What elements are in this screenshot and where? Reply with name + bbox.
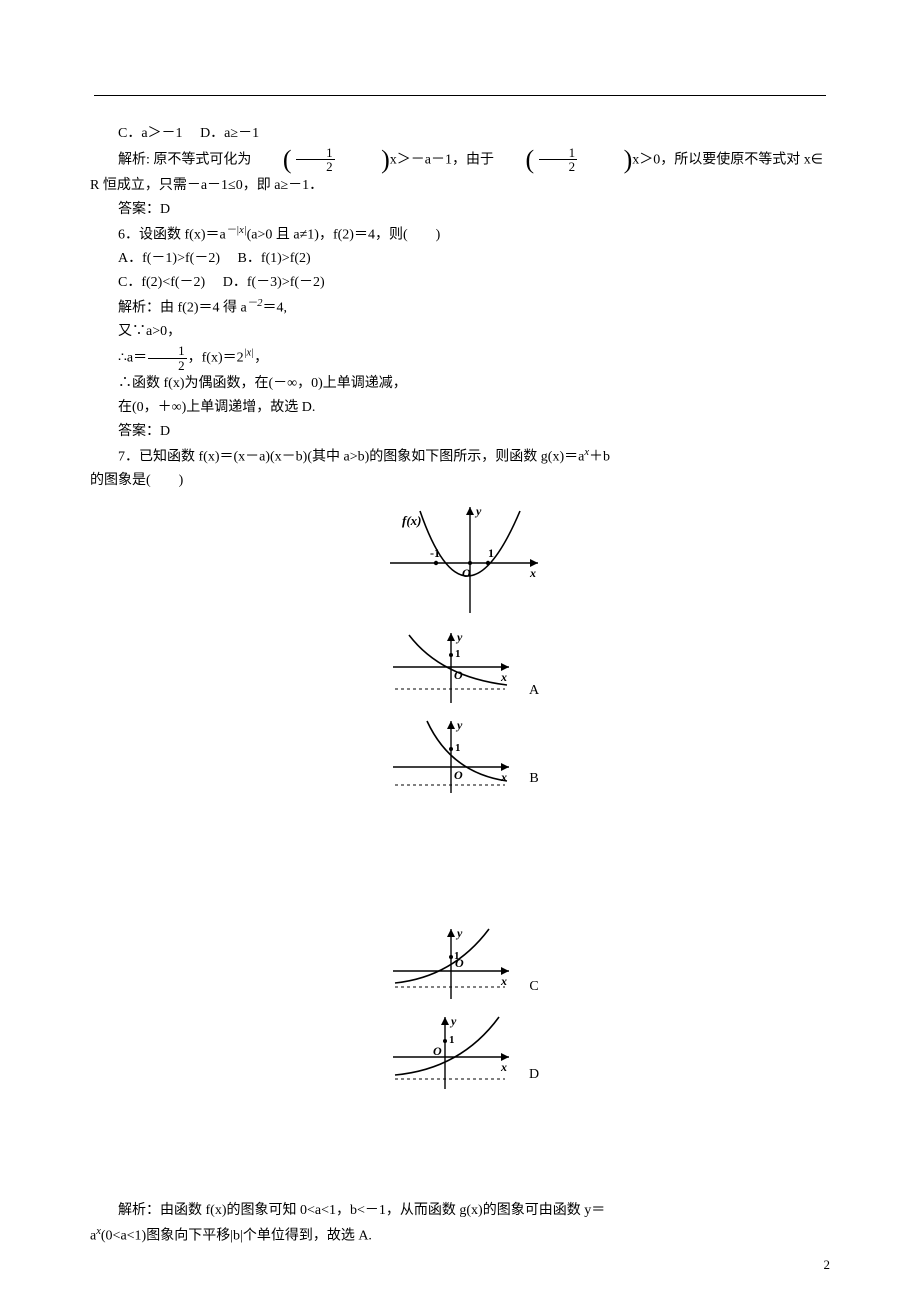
text: ，: [254, 350, 268, 365]
O-label: O: [462, 566, 471, 580]
text: 解析: 原不等式可化为: [118, 152, 251, 167]
svg-text:x: x: [500, 670, 507, 684]
svg-text:y: y: [455, 718, 463, 732]
neg1-label: -1: [430, 546, 440, 560]
lparen-icon: (: [255, 148, 292, 171]
fraction: 12: [539, 146, 578, 174]
exp: －2: [247, 298, 263, 309]
svg-text:1: 1: [455, 648, 461, 660]
spacer: [90, 1099, 830, 1199]
q6-sol1: 解析：由 f(2)＝4 得 a－2＝4,: [90, 295, 830, 320]
text: ＝4,: [262, 300, 287, 315]
exp: |x|: [244, 348, 254, 359]
q5-solution-line2: R 恒成立，只需－a－1≤0，即 a≥－1．: [90, 174, 830, 198]
y-label: y: [474, 504, 482, 518]
label-A: A: [529, 679, 539, 709]
svg-text:y: y: [455, 926, 463, 940]
text: ，f(x)＝2: [188, 350, 244, 365]
text: ∴a＝: [118, 350, 147, 365]
svg-text:O: O: [455, 956, 464, 970]
option-B-graph: 1 O y x: [381, 715, 521, 797]
q6-sol4: ∴函数 f(x)为偶函数，在(－∞，0)上单调递减，: [90, 372, 830, 396]
text: x＞0，所以要使原不等式对 x∈: [632, 152, 823, 167]
text: x＞－a－1，由于: [390, 152, 494, 167]
q5-solution-line1: 解析: 原不等式可化为 ( 12 )x＞－a－1，由于 ( 12 )x＞0，所以…: [90, 146, 830, 174]
q6-opt-c: C．f(2)<f(－2): [118, 275, 205, 290]
q7-sol-line1: 解析：由函数 f(x)的图象可知 0<a<1，b<－1，从而函数 g(x)的图象…: [90, 1199, 830, 1223]
parabola-graph: -1 1 O y x f(x): [370, 501, 550, 621]
q6-answer: 答案：D: [90, 420, 830, 444]
svg-text:O: O: [454, 668, 463, 682]
text: ＋b: [589, 449, 610, 464]
q5-options: C．a＞－1 D．a≥－1: [90, 122, 830, 146]
q6-sol2: 又∵a>0，: [90, 320, 830, 344]
page-number: 2: [824, 1254, 831, 1276]
svg-text:x: x: [500, 974, 507, 988]
figures-block: -1 1 O y x f(x) 1 O y x: [90, 501, 830, 1093]
option-C-graph: 1 O y x: [381, 923, 521, 1005]
svg-text:O: O: [454, 768, 463, 782]
svg-text:x: x: [500, 770, 507, 784]
exp: －|x|: [226, 225, 247, 236]
q7-stem-line2: 的图象是( ): [90, 469, 830, 493]
svg-text:x: x: [500, 1060, 507, 1074]
q6-opt-d: D．f(－3)>f(－2): [223, 275, 325, 290]
q6-opts-cd: C．f(2)<f(－2) D．f(－3)>f(－2): [90, 271, 830, 295]
rparen-icon: ): [353, 148, 390, 171]
lparen-icon: (: [497, 148, 534, 171]
fig-C: 1 O y x C: [90, 923, 830, 1005]
fx-label: f(x): [402, 513, 422, 528]
label-C: C: [529, 975, 538, 1005]
fraction: 12: [148, 344, 187, 372]
text: (0<a<1)图象向下平移|b|个单位得到，故选 A.: [101, 1228, 372, 1243]
text: (a>0 且 a≠1)，f(2)＝4，则( ): [247, 227, 441, 242]
q5-opt-c: C．a＞－1: [118, 126, 183, 141]
q5-opt-d: D．a≥－1: [200, 126, 259, 141]
svg-text:y: y: [455, 630, 463, 644]
figure-gap: [90, 803, 830, 923]
text: 6．设函数 f(x)＝a: [118, 227, 226, 242]
q7-sol-line2: ax(0<a<1)图象向下平移|b|个单位得到，故选 A.: [90, 1223, 830, 1248]
q5-answer: 答案：D: [90, 198, 830, 222]
label-D: D: [529, 1063, 539, 1093]
option-D-graph: 1 O y x: [381, 1011, 521, 1093]
rparen-icon: ): [596, 148, 633, 171]
fig-B: 1 O y x B: [90, 715, 830, 797]
q6-opts-ab: A．f(－1)>f(－2) B．f(1)>f(2): [90, 247, 830, 271]
fig-main: -1 1 O y x f(x): [90, 501, 830, 621]
q6-sol3: ∴a＝12，f(x)＝2|x|，: [90, 344, 830, 372]
text: 解析：由 f(2)＝4 得 a: [118, 300, 247, 315]
fig-A: 1 O y x A: [90, 627, 830, 709]
option-A-graph: 1 O y x: [381, 627, 521, 709]
fraction: 12: [296, 146, 335, 174]
pos1-label: 1: [488, 546, 494, 560]
text: 7．已知函数 f(x)＝(x－a)(x－b)(其中 a>b)的图象如下图所示，则…: [118, 449, 584, 464]
x-label: x: [529, 566, 536, 580]
q6-sol5: 在(0，＋∞)上单调递增，故选 D.: [90, 396, 830, 420]
q6-opt-b: B．f(1)>f(2): [237, 251, 310, 266]
q7-stem-line1: 7．已知函数 f(x)＝(x－a)(x－b)(其中 a>b)的图象如下图所示，则…: [90, 444, 830, 469]
fig-D: 1 O y x D: [90, 1011, 830, 1093]
svg-text:1: 1: [455, 742, 461, 754]
top-rule: [94, 95, 826, 96]
page: C．a＞－1 D．a≥－1 解析: 原不等式可化为 ( 12 )x＞－a－1，由…: [0, 0, 920, 1302]
label-B: B: [529, 767, 538, 797]
q6-stem: 6．设函数 f(x)＝a－|x|(a>0 且 a≠1)，f(2)＝4，则( ): [90, 222, 830, 247]
q6-opt-a: A．f(－1)>f(－2): [118, 251, 220, 266]
svg-text:1: 1: [449, 1034, 455, 1046]
svg-text:y: y: [449, 1014, 457, 1028]
svg-text:O: O: [433, 1044, 442, 1058]
